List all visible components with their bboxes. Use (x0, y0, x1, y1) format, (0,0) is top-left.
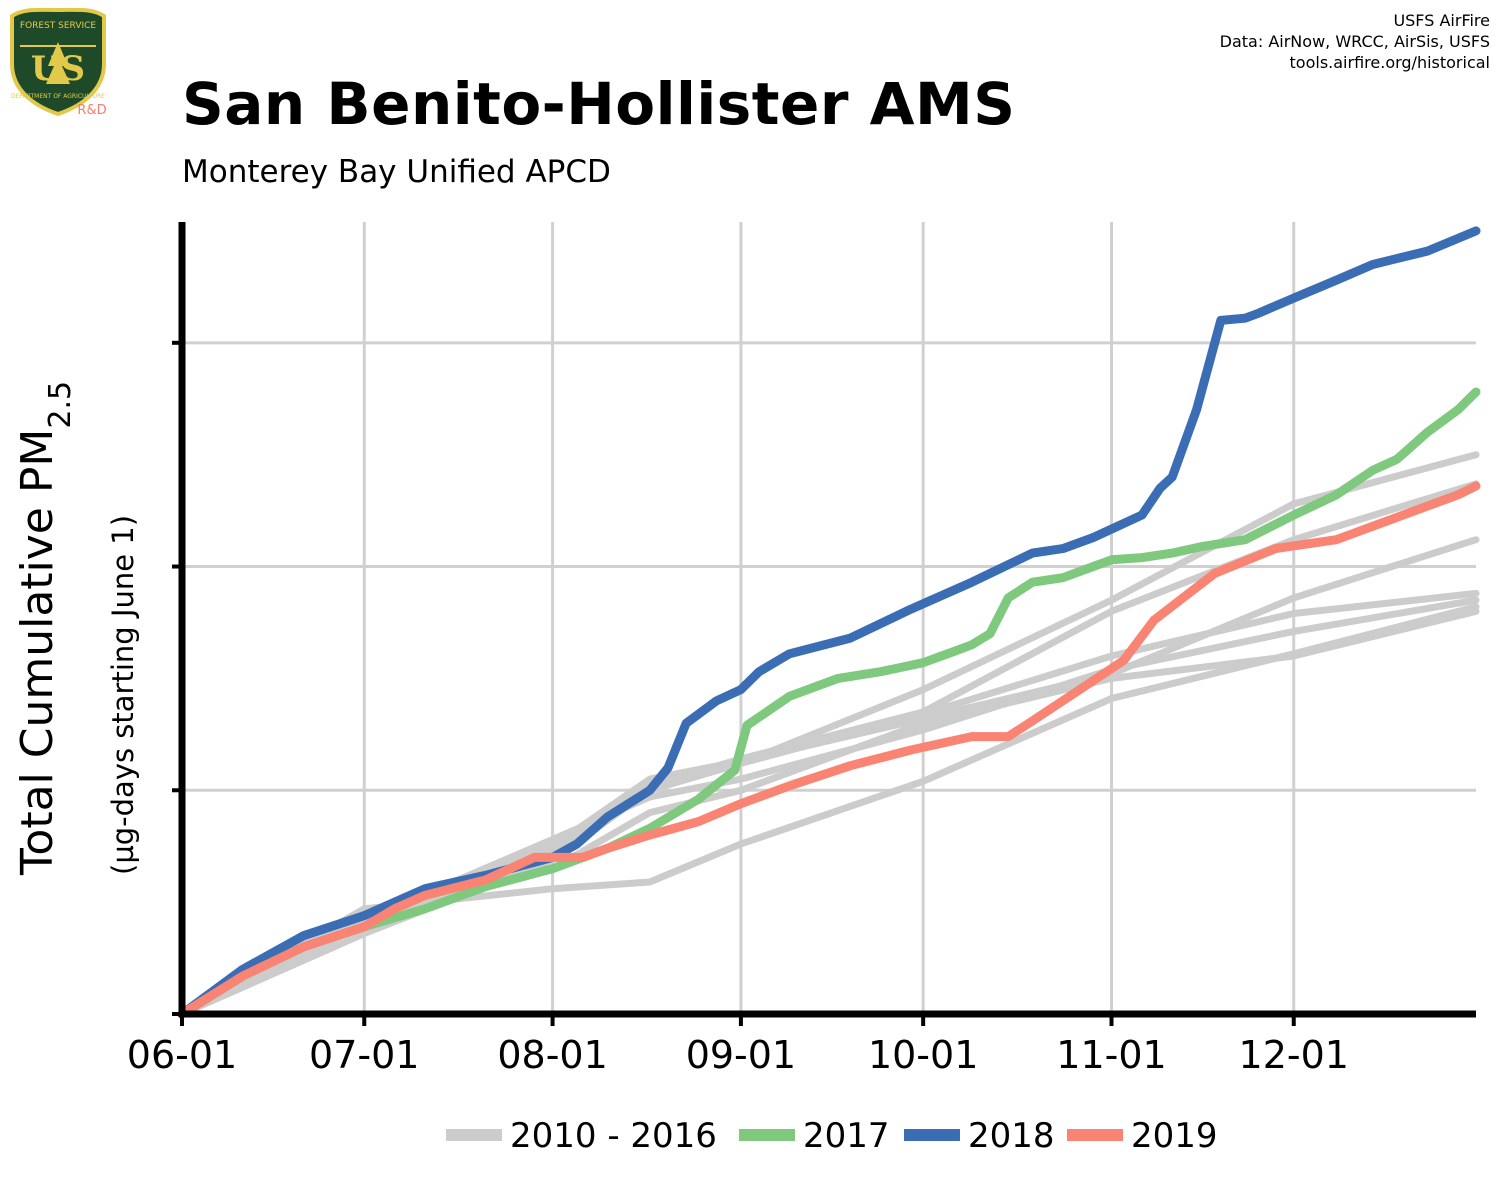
x-tick-label: 07-01 (309, 1033, 419, 1077)
data-credits: USFS AirFire Data: AirNow, WRCC, AirSis,… (1220, 10, 1490, 73)
y-axis-label: Total Cumulative PM2.5 (µg-days starting… (12, 381, 140, 876)
legend-label: 2017 (803, 1116, 890, 1156)
y-axis-subscript: 2.5 (43, 381, 78, 429)
credit-line: tools.airfire.org/historical (1289, 53, 1490, 72)
series-line-2017 (177, 387, 1481, 1019)
legend-label: 2010 - 2016 (510, 1116, 717, 1156)
credit-line: Data: AirNow, WRCC, AirSis, USFS (1219, 32, 1490, 51)
chart-subtitle: Monterey Bay Unified APCD (182, 154, 611, 190)
logo-bottom-text: DEPARTMENT OF AGRICULTURE (11, 93, 105, 100)
legend-label: 2019 (1131, 1116, 1218, 1156)
logo-top-text: FOREST SERVICE (20, 21, 97, 31)
legend: 2010 - 2016 2017 2018 2019 (446, 1116, 1218, 1156)
x-tick-label: 11-01 (1056, 1033, 1166, 1077)
grid-lines (182, 222, 1476, 1014)
x-tick-label: 08-01 (497, 1033, 607, 1077)
history-series-line (178, 596, 1480, 1018)
axes (172, 222, 1476, 1026)
legend-label: 2018 (968, 1116, 1055, 1156)
series-line-2019 (177, 481, 1481, 1019)
history-series-line (178, 603, 1480, 1018)
y-axis-title: Total Cumulative PM (12, 429, 63, 876)
usfs-shield-icon: FOREST SERVICE US DEPARTMENT OF AGRICULT… (10, 7, 107, 118)
history-series-line (178, 480, 1480, 1018)
highlight-series-group (177, 226, 1481, 1019)
history-series-line (178, 607, 1480, 1018)
logo-rd-label: R&D (77, 103, 106, 118)
series-line-2018 (177, 226, 1481, 1019)
svg-text:Total Cumulative PM2.5: Total Cumulative PM2.5 (12, 381, 78, 876)
x-tick-labels: 06-01 07-01 08-01 09-01 10-01 11-01 12-01 (127, 1033, 1349, 1077)
history-series-group (178, 451, 1480, 1018)
chart-title: San Benito-Hollister AMS (182, 70, 1016, 138)
x-tick-label: 12-01 (1239, 1033, 1349, 1077)
y-axis-subtitle: (µg-days starting June 1) (106, 515, 140, 875)
x-tick-label: 10-01 (868, 1033, 978, 1077)
x-tick-label: 09-01 (686, 1033, 796, 1077)
x-tick-label: 06-01 (127, 1033, 237, 1077)
credit-line: USFS AirFire (1393, 11, 1490, 30)
